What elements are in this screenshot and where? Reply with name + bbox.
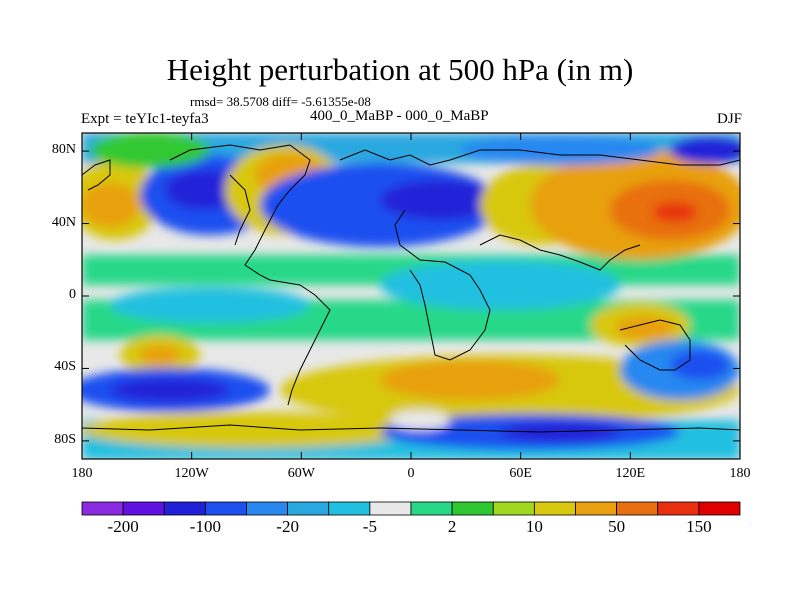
- lat-label: 0: [69, 287, 76, 302]
- colorbar-label: 2: [447, 517, 457, 536]
- colorbar-swatch: [287, 501, 330, 516]
- colorbar: [81, 501, 741, 516]
- lat-label: 80S: [54, 431, 76, 447]
- experiment-label: Expt = teYIc1-teyfa3: [81, 111, 209, 127]
- lat-label: 80N: [51, 142, 76, 158]
- axis-ticks: [81, 133, 741, 459]
- colorbar-swatch: [204, 501, 247, 516]
- stats-text: rmsd= 38.5708 diff= -5.61355e-08: [190, 94, 371, 109]
- colorbar-swatch: [328, 501, 371, 516]
- colorbar-swatch: [81, 501, 124, 516]
- colorbar-swatch: [246, 501, 289, 516]
- map-title: Height perturbation at 500 hPa (in m): [166, 52, 634, 87]
- lat-label: 40S: [54, 359, 76, 375]
- colorbar-label: -5: [362, 517, 377, 536]
- colorbar-swatch: [410, 501, 453, 516]
- lon-label: 120E: [615, 466, 646, 481]
- colorbar-swatch: [616, 501, 659, 516]
- colorbar-label: 10: [525, 517, 543, 536]
- coastlines: [82, 144, 740, 433]
- colorbar-swatch: [657, 501, 700, 516]
- colorbar-label: -100: [189, 517, 221, 536]
- colorbar-swatch: [369, 501, 412, 516]
- colorbar-label: -20: [276, 517, 299, 536]
- colorbar-swatch: [698, 501, 741, 516]
- lon-label: 60E: [509, 466, 532, 481]
- height-field: [82, 133, 740, 459]
- colorbar-swatch: [533, 501, 576, 516]
- lat-label: 40N: [51, 214, 76, 230]
- colorbar-label: -200: [107, 517, 139, 536]
- colorbar-swatch: [492, 501, 535, 516]
- colorbar-label: 150: [686, 517, 712, 536]
- comparison-label: 400_0_MaBP - 000_0_MaBP: [310, 108, 489, 124]
- colorbar-swatch: [575, 501, 618, 516]
- lon-label: 180: [71, 466, 93, 481]
- colorbar-swatch: [451, 501, 494, 516]
- lon-label: 60W: [287, 466, 315, 481]
- colorbar-swatch: [163, 501, 206, 516]
- colorbar-swatch: [122, 501, 165, 516]
- season-label: DJF: [716, 111, 742, 127]
- lon-label: 120W: [174, 466, 209, 481]
- colorbar-label: 50: [608, 517, 626, 536]
- lon-label: 180: [729, 466, 751, 481]
- lon-label: 0: [407, 466, 415, 481]
